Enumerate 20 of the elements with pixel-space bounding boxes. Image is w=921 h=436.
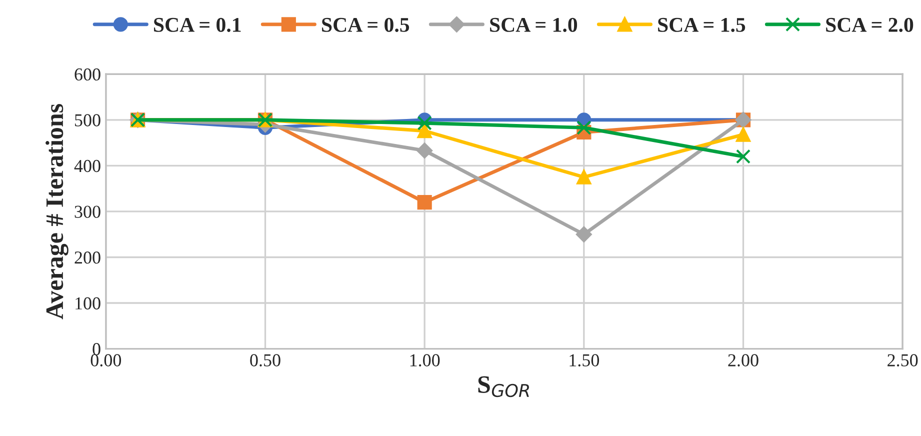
y-tick-label: 0 [92, 343, 100, 356]
x-axis-title: S$_{GOR}$ [478, 376, 529, 398]
y-tick-label: 500 [75, 114, 100, 126]
y-tick-label: 100 [76, 297, 100, 310]
legend-label: SCA = 1.0 [490, 18, 578, 32]
y-tick-label: 200 [74, 251, 100, 264]
legend-label: SCA = 0.1 [154, 18, 241, 32]
legend-label: SCA = 2.0 [826, 18, 914, 32]
x-tick-label: 2.00 [728, 354, 758, 366]
legend-label: SCA = 0.5 [322, 18, 410, 32]
legend-label: SCA = 1.5 [658, 18, 746, 32]
y-tick-label: 300 [74, 206, 100, 218]
x-tick-label: 0.00 [90, 354, 122, 366]
y-axis-title: Average # Iterations [46, 104, 68, 320]
y-tick-label: 400 [74, 160, 100, 172]
y-tick-label: 600 [74, 68, 100, 81]
x-tick-label: 0.50 [250, 354, 280, 366]
x-tick-label: 2.50 [888, 354, 918, 366]
x-tick-label: 1.00 [410, 354, 440, 366]
x-tick-label: 1.50 [570, 354, 600, 366]
